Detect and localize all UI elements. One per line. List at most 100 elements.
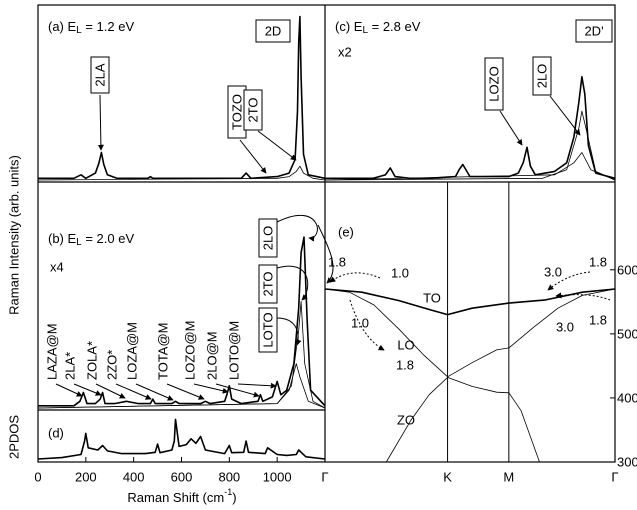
annotation: 1.8 — [589, 313, 607, 328]
data-line — [324, 110, 616, 181]
panel-label: (e) — [338, 225, 354, 240]
arrow — [237, 382, 277, 389]
label-box — [255, 19, 291, 43]
annotation: LOZA@M — [125, 322, 140, 380]
panel-title: (a) EL = 1.2 eV — [48, 19, 134, 36]
dotted-arrow — [329, 272, 381, 283]
annotation: 1.0 — [351, 316, 369, 331]
annotation: 1.8 — [328, 255, 346, 270]
annotation: 2D' — [584, 24, 603, 39]
annotation: 2LO — [261, 226, 276, 251]
data-line — [324, 152, 616, 181]
arrow — [499, 110, 523, 146]
note: LOZA@M — [125, 322, 140, 380]
annotation: ZOLA* — [85, 341, 100, 380]
arrow — [95, 383, 126, 399]
data-line — [324, 288, 616, 316]
x-axis-label-part: ) — [232, 490, 236, 505]
arrow — [276, 215, 318, 242]
annotation: 2TO — [246, 97, 261, 122]
annotation: 2ZO* — [105, 350, 120, 380]
annotation: 1.8 — [589, 255, 607, 270]
note: 2ZO* — [105, 350, 120, 380]
x-axis-label-sup: -1 — [224, 487, 232, 497]
arrow — [97, 94, 104, 151]
x-tick-label: K — [443, 470, 452, 485]
note: LAZA@M — [45, 323, 60, 380]
data-line — [325, 76, 616, 180]
annotation: 1.0 — [391, 266, 409, 281]
arrow — [135, 383, 174, 401]
annotation: LOTO@M — [227, 321, 242, 380]
annotation: 2LA — [93, 63, 108, 86]
label-box — [484, 57, 504, 111]
note: TOZO — [227, 85, 247, 139]
note: ZOLA* — [85, 341, 100, 380]
y-tick-label: 600 — [617, 262, 637, 277]
arrow — [193, 383, 229, 394]
annotation: LOTO — [261, 312, 276, 347]
annotation: 3.0 — [544, 265, 562, 280]
y-axis-label: Raman Intensity (arb. units) — [7, 155, 22, 315]
note: 2D' — [575, 19, 613, 43]
x-tick-label: Γ — [321, 470, 328, 485]
title-part: (a) E — [48, 19, 77, 34]
annotation: 2LA* — [63, 352, 78, 380]
annotation: 3.0 — [556, 320, 574, 335]
scale-label: x4 — [50, 260, 64, 275]
note: TOTA@M — [156, 323, 171, 381]
branch-label: TO — [423, 291, 441, 306]
arrow — [276, 317, 302, 346]
arrow — [239, 139, 267, 174]
arrow — [257, 130, 297, 161]
annotation: 1.8 — [396, 358, 414, 373]
scale-label: x2 — [338, 45, 352, 60]
annotation: 2LO@M — [205, 331, 220, 380]
annotation: LOZO@M — [183, 321, 198, 380]
data-line — [37, 418, 326, 460]
note: LOTO@M — [227, 321, 242, 380]
x-tick-label: M — [503, 470, 514, 485]
panel-label: (d) — [48, 426, 64, 441]
annotation: LOZO — [487, 66, 502, 101]
title-part: (c) E — [335, 19, 363, 34]
data-line — [38, 15, 326, 180]
label-box — [258, 218, 278, 258]
dotted-arrow — [349, 299, 385, 351]
x-tick-label: 1000 — [263, 470, 292, 485]
arrow — [215, 383, 260, 398]
x-tick-label: Γ — [611, 470, 618, 485]
x-tick-label: 400 — [123, 470, 145, 485]
note: 2LA — [90, 56, 110, 94]
y-tick-label: 300 — [617, 455, 637, 470]
annotation: LAZA@M — [45, 323, 60, 380]
x-tick-label: 800 — [218, 470, 240, 485]
x-axis-label-part: Raman Shift (cm — [127, 490, 224, 505]
arrow — [73, 383, 102, 396]
note: LOTO — [258, 307, 278, 353]
data-line — [37, 301, 326, 409]
label-box — [258, 264, 278, 304]
label-box — [90, 56, 110, 94]
annotation: TOTA@M — [156, 323, 171, 381]
note: 2D — [255, 19, 291, 43]
panel-title: (c) EL = 2.8 eV — [335, 19, 421, 36]
data-line — [324, 288, 616, 378]
note: 2TO — [258, 264, 278, 304]
arrow — [55, 383, 83, 397]
data-line — [37, 165, 326, 181]
note: 2LO@M — [205, 331, 220, 380]
title-part: = 2.0 eV — [82, 231, 135, 246]
annotation: 2LO — [535, 64, 550, 89]
label-box — [575, 19, 613, 43]
note: 2LO — [532, 56, 552, 96]
title-part: (b) E — [48, 231, 77, 246]
x-tick-label: 0 — [34, 470, 41, 485]
x-axis-label: Raman Shift (cm-1) — [127, 487, 236, 505]
note: 2LO — [258, 218, 278, 258]
title-sub: L — [362, 25, 368, 36]
note: 2LA* — [63, 352, 78, 380]
label-box — [243, 89, 263, 131]
x-tick-label: 200 — [75, 470, 97, 485]
